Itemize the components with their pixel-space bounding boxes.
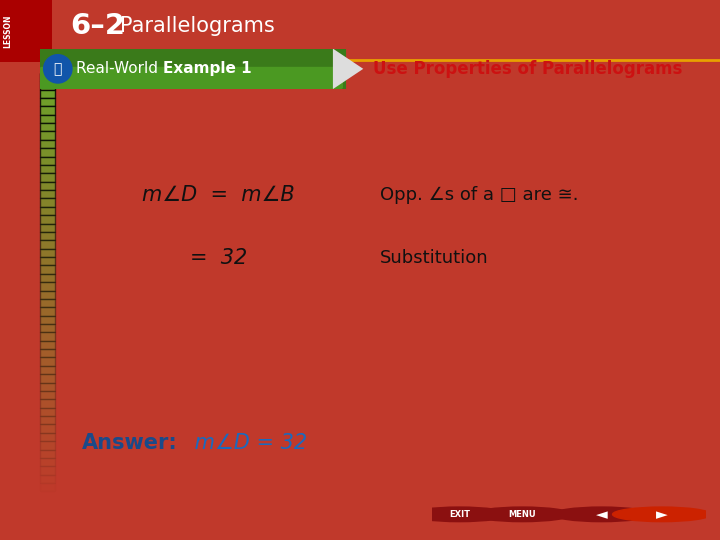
Text: Parallelograms: Parallelograms — [120, 16, 275, 36]
FancyBboxPatch shape — [40, 157, 55, 165]
FancyBboxPatch shape — [37, 45, 346, 92]
FancyBboxPatch shape — [40, 67, 343, 89]
FancyBboxPatch shape — [40, 240, 55, 248]
FancyBboxPatch shape — [40, 315, 55, 324]
Text: MENU: MENU — [508, 510, 536, 519]
FancyBboxPatch shape — [40, 282, 55, 291]
FancyBboxPatch shape — [40, 123, 55, 131]
FancyBboxPatch shape — [40, 198, 55, 207]
FancyBboxPatch shape — [40, 181, 55, 190]
FancyBboxPatch shape — [40, 98, 55, 106]
FancyBboxPatch shape — [40, 165, 55, 173]
FancyBboxPatch shape — [40, 274, 55, 282]
FancyBboxPatch shape — [40, 357, 55, 366]
Text: 6–2: 6–2 — [70, 12, 125, 40]
FancyBboxPatch shape — [40, 424, 55, 433]
FancyBboxPatch shape — [40, 106, 55, 114]
FancyBboxPatch shape — [40, 366, 55, 374]
FancyBboxPatch shape — [40, 190, 55, 198]
FancyBboxPatch shape — [40, 207, 55, 215]
Circle shape — [613, 507, 711, 522]
FancyBboxPatch shape — [40, 90, 55, 98]
Text: m∠D  =  m∠B: m∠D = m∠B — [143, 185, 295, 206]
FancyBboxPatch shape — [40, 114, 55, 123]
Text: LESSON: LESSON — [4, 14, 12, 48]
FancyBboxPatch shape — [40, 148, 55, 157]
FancyBboxPatch shape — [40, 291, 55, 299]
FancyBboxPatch shape — [40, 458, 55, 466]
FancyBboxPatch shape — [40, 215, 55, 224]
Text: =  32: = 32 — [190, 248, 247, 268]
FancyBboxPatch shape — [40, 299, 55, 307]
FancyBboxPatch shape — [40, 433, 55, 441]
Circle shape — [44, 55, 72, 83]
Text: Use Properties of Parallelograms: Use Properties of Parallelograms — [374, 60, 683, 78]
FancyBboxPatch shape — [40, 248, 55, 257]
Text: Example 1: Example 1 — [163, 62, 251, 76]
FancyBboxPatch shape — [40, 400, 55, 408]
FancyBboxPatch shape — [40, 341, 55, 349]
FancyBboxPatch shape — [40, 73, 55, 81]
FancyBboxPatch shape — [40, 140, 55, 148]
Text: m∠D = 32: m∠D = 32 — [188, 433, 307, 453]
FancyBboxPatch shape — [40, 173, 55, 181]
Circle shape — [473, 507, 572, 522]
FancyBboxPatch shape — [40, 382, 55, 391]
Text: EXIT: EXIT — [449, 510, 470, 519]
Circle shape — [552, 507, 651, 522]
Circle shape — [410, 507, 508, 522]
FancyBboxPatch shape — [40, 391, 55, 400]
FancyBboxPatch shape — [40, 441, 55, 449]
FancyBboxPatch shape — [40, 349, 55, 357]
FancyBboxPatch shape — [40, 307, 55, 315]
Text: Substitution: Substitution — [379, 249, 488, 267]
FancyBboxPatch shape — [40, 332, 55, 341]
Text: Real-World: Real-World — [76, 62, 163, 76]
Text: 🌐: 🌐 — [53, 62, 62, 76]
Text: ◄: ◄ — [595, 507, 608, 522]
Polygon shape — [333, 49, 364, 89]
FancyBboxPatch shape — [40, 81, 55, 90]
Polygon shape — [0, 0, 52, 62]
Text: Answer:: Answer: — [82, 433, 178, 453]
FancyBboxPatch shape — [40, 466, 55, 475]
FancyBboxPatch shape — [40, 131, 55, 140]
FancyBboxPatch shape — [40, 232, 55, 240]
FancyBboxPatch shape — [40, 224, 55, 232]
FancyBboxPatch shape — [40, 265, 55, 274]
FancyBboxPatch shape — [40, 257, 55, 265]
FancyBboxPatch shape — [40, 324, 55, 332]
FancyBboxPatch shape — [40, 449, 55, 458]
FancyBboxPatch shape — [40, 408, 55, 416]
Text: Opp. ∠s of a □ are ≅.: Opp. ∠s of a □ are ≅. — [379, 186, 578, 205]
FancyBboxPatch shape — [40, 416, 55, 424]
FancyBboxPatch shape — [40, 374, 55, 382]
Text: ►: ► — [656, 507, 667, 522]
